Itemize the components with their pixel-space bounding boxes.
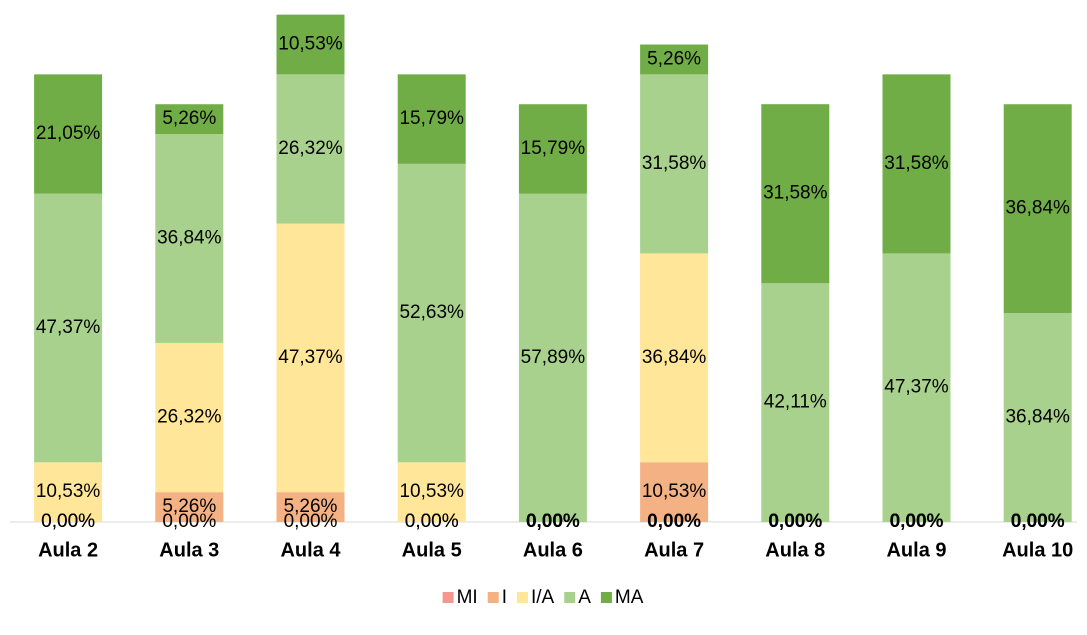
data-label: 5,26% <box>162 108 216 129</box>
data-label: 47,37% <box>36 317 101 338</box>
legend-swatch <box>442 592 454 603</box>
legend-label: MI <box>457 587 478 608</box>
bar-segment <box>882 74 951 254</box>
bar-segment <box>640 74 709 254</box>
legend-label: I <box>502 587 507 608</box>
data-label: 47,37% <box>884 377 949 398</box>
data-label: 0,00% <box>890 511 944 532</box>
bar-segment <box>155 492 224 522</box>
data-label: 0,00% <box>41 511 95 532</box>
x-tick-label: Aula 7 <box>644 539 704 561</box>
data-label: 0,00% <box>284 511 338 532</box>
x-tick-label: Aula 5 <box>402 539 462 561</box>
data-label: 0,00% <box>526 511 580 532</box>
data-label: 5,26% <box>284 496 338 517</box>
x-tick-label: Aula 4 <box>280 539 341 561</box>
bar-segment <box>518 193 587 522</box>
data-label: 0,00% <box>768 511 822 532</box>
data-label: 0,00% <box>162 511 216 532</box>
data-label: 0,00% <box>1011 511 1065 532</box>
bar-segment <box>34 74 103 194</box>
bar-segment <box>882 253 951 522</box>
x-tick-label: Aula 8 <box>765 539 825 561</box>
legend-swatch <box>564 592 576 603</box>
bar-segment <box>397 163 466 463</box>
data-label: 42,11% <box>764 392 827 413</box>
data-label: 0,00% <box>526 511 580 532</box>
bar-segment <box>276 492 345 522</box>
data-label: 0,00% <box>1011 511 1065 532</box>
data-label: 36,84% <box>1005 407 1070 428</box>
bar-segment <box>397 74 466 164</box>
x-tick-label: Aula 2 <box>38 539 98 561</box>
data-label: 57,89% <box>521 347 586 368</box>
data-label: 10,53% <box>642 481 707 502</box>
data-label: 21,05% <box>36 123 101 144</box>
legend-label: A <box>578 587 591 608</box>
bar-segment <box>276 223 345 493</box>
data-label: 47,37% <box>278 347 343 368</box>
bar-segment <box>761 283 830 522</box>
bar-segment <box>276 74 345 224</box>
data-label: 31,58% <box>884 153 949 174</box>
bar-segment <box>640 253 709 463</box>
bar-segment <box>276 14 345 75</box>
data-label: 15,79% <box>521 138 586 159</box>
bar-segment <box>34 193 103 463</box>
data-label: 26,32% <box>278 138 343 159</box>
bar-segment <box>761 104 830 284</box>
bar-segment <box>155 342 224 493</box>
data-label: 0,00% <box>1011 511 1065 532</box>
data-label: 0,00% <box>41 511 95 532</box>
data-label: 26,32% <box>157 407 222 428</box>
legend-swatch <box>516 592 528 603</box>
data-label: 0,00% <box>405 511 459 532</box>
data-label: 0,00% <box>768 511 822 532</box>
legend-label: I/A <box>531 587 555 608</box>
data-label: 0,00% <box>526 511 580 532</box>
data-label: 5,26% <box>647 48 701 69</box>
data-label: 0,00% <box>890 511 944 532</box>
bar-segment <box>155 134 224 343</box>
bar-segment <box>155 104 224 135</box>
data-label: 0,00% <box>405 511 459 532</box>
data-label: 10,53% <box>278 34 343 55</box>
data-label: 0,00% <box>890 511 944 532</box>
bar-segment <box>518 104 587 194</box>
bar-segment <box>1003 313 1072 522</box>
x-tick-label: Aula 10 <box>1002 539 1073 561</box>
data-label: 15,79% <box>399 108 464 129</box>
data-label: 31,58% <box>642 153 707 174</box>
data-label: 36,84% <box>157 228 222 249</box>
data-label: 31,58% <box>763 183 828 204</box>
legend-swatch <box>487 592 499 603</box>
data-label: 5,26% <box>162 496 216 517</box>
x-tick-label: Aula 9 <box>886 539 946 561</box>
data-label: 52,63% <box>399 302 464 323</box>
bar-segment <box>1003 104 1072 314</box>
bar-segment <box>34 462 103 522</box>
data-label: 10,53% <box>399 481 464 502</box>
legend-swatch <box>600 592 612 603</box>
bar-segment <box>640 44 709 75</box>
data-label: 36,84% <box>1005 198 1070 219</box>
bar-segment <box>397 462 466 522</box>
data-label: 0,00% <box>647 511 701 532</box>
bar-segment <box>640 462 709 522</box>
x-tick-label: Aula 6 <box>523 539 583 561</box>
legend-label: MA <box>615 587 644 608</box>
x-tick-label: Aula 3 <box>159 539 219 561</box>
data-label: 0,00% <box>768 511 822 532</box>
data-label: 10,53% <box>36 481 101 502</box>
data-label: 36,84% <box>642 347 707 368</box>
